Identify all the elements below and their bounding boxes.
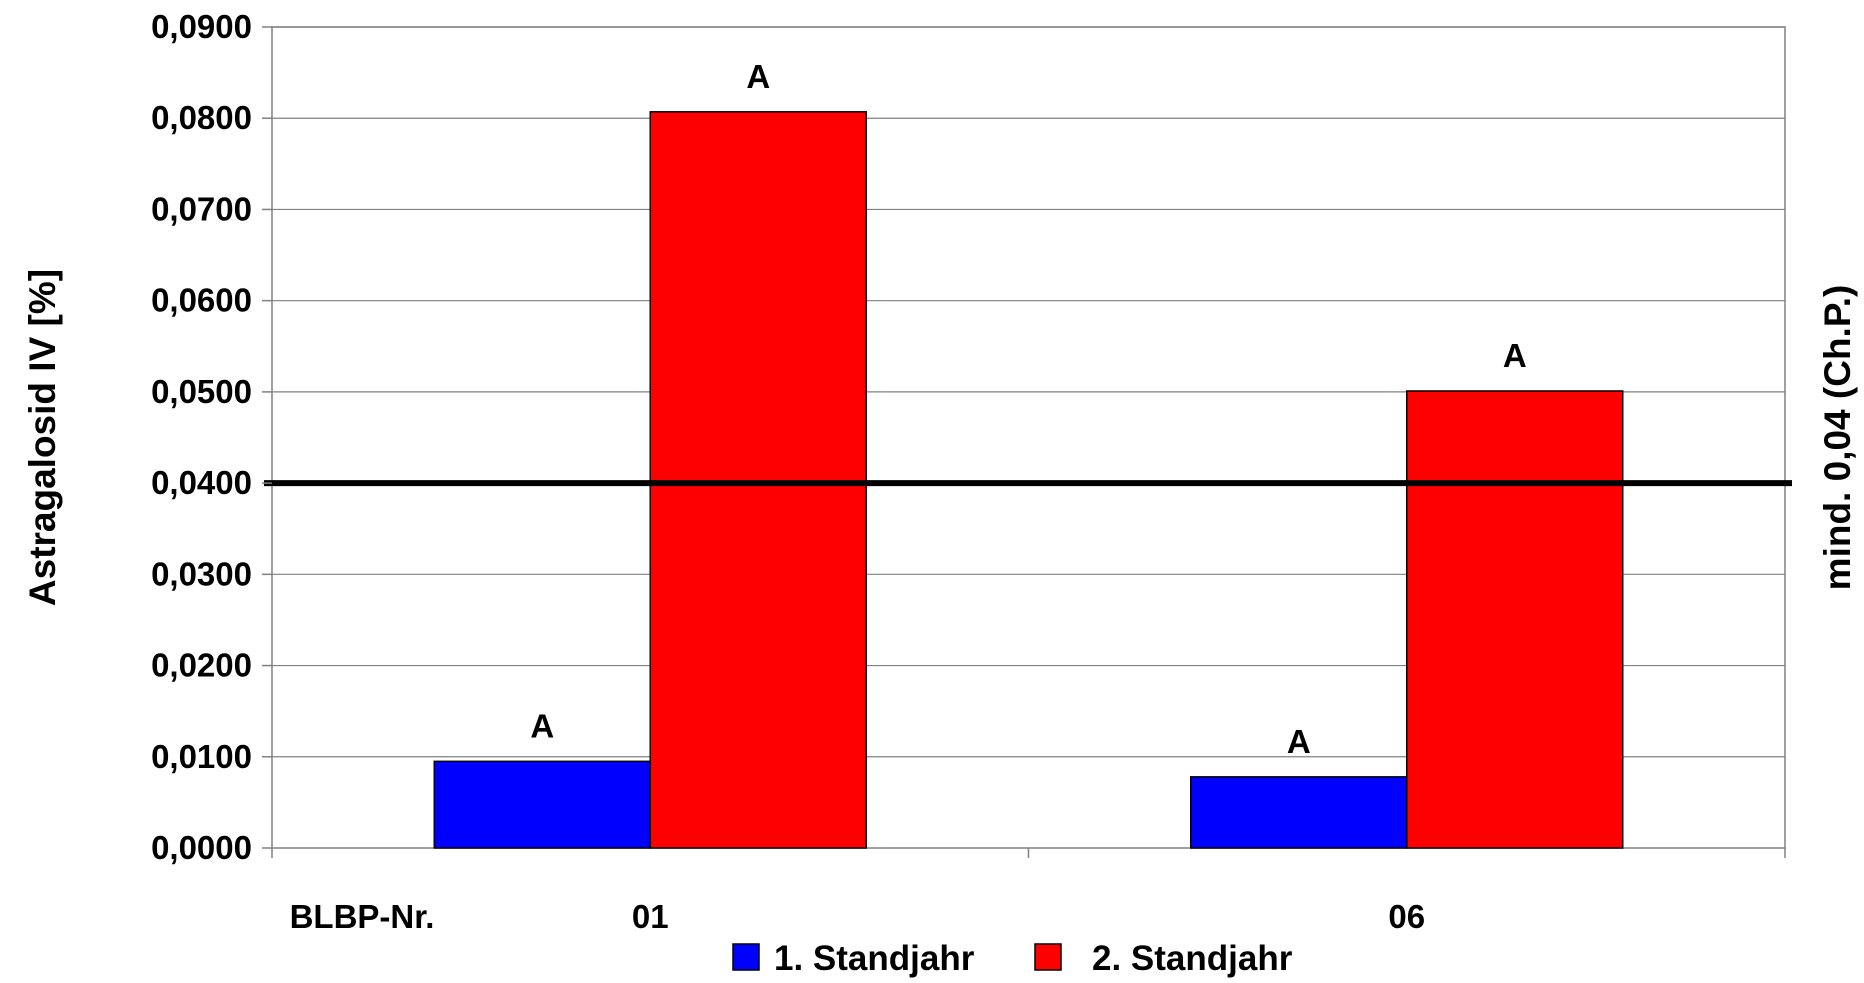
bar-data-label: A <box>530 707 554 744</box>
y-tick-label: 0,0900 <box>151 8 252 45</box>
bar-data-label: A <box>1287 723 1311 760</box>
legend-swatch-2-standjahr <box>1034 943 1062 971</box>
y-tick-label: 0,0100 <box>151 738 252 775</box>
y-tick-label: 0,0600 <box>151 282 252 319</box>
y-tick-label: 0,0400 <box>151 464 252 501</box>
legend-label-1-standjahr: 1. Standjahr <box>774 939 975 978</box>
y-tick-label: 0,0800 <box>151 99 252 136</box>
axes <box>262 26 1786 858</box>
y-axis-title: Astragalosid IV [%] <box>22 269 63 606</box>
x-category-label: 06 <box>1388 898 1425 935</box>
x-axis-label: BLBP-Nr. <box>290 898 435 935</box>
y-tick-label: 0,0300 <box>151 555 252 592</box>
bar-1-cat-06 <box>1190 776 1408 849</box>
bar-1-cat-01 <box>433 760 651 849</box>
y-tick-label: 0,0000 <box>151 829 252 866</box>
bar-2-cat-06 <box>1406 390 1624 849</box>
x-category-label: 01 <box>632 898 669 935</box>
legend-swatch-1-standjahr <box>732 943 760 971</box>
bars <box>433 111 1624 849</box>
legend: 1. Standjahr 2. Standjahr <box>732 939 1293 978</box>
bar-2-cat-01 <box>649 111 867 849</box>
legend-label-2-standjahr: 2. Standjahr <box>1092 939 1293 978</box>
y-tick-label: 0,0500 <box>151 373 252 410</box>
bar-data-label: A <box>1503 337 1527 374</box>
y-tick-label: 0,0700 <box>151 190 252 227</box>
bar-data-label: A <box>746 58 770 95</box>
secondary-y-axis-title: mind. 0,04 (Ch.P.) <box>1817 285 1858 591</box>
y-tick-label: 0,0200 <box>151 647 252 684</box>
labels: 0,0000 0,0100 0,0200 0,0300 0,0400 0,0500 0,06… <box>151 8 1527 935</box>
